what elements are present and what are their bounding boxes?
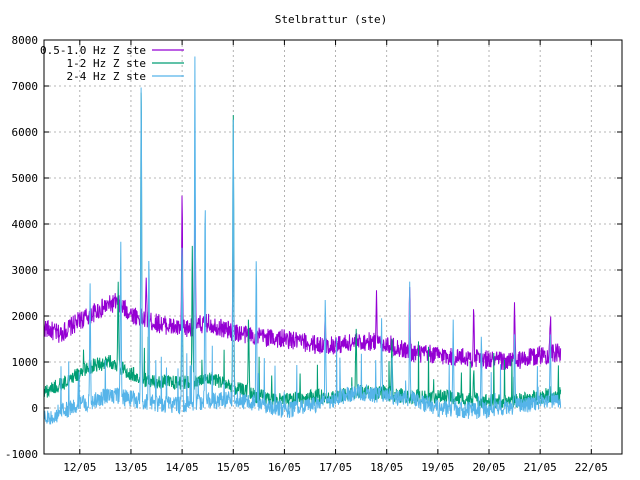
- legend-label: 2-4 Hz Z ste: [67, 70, 146, 83]
- y-tick-label: 2000: [12, 310, 39, 323]
- x-tick-label: 18/05: [370, 461, 403, 474]
- y-tick-label: 0: [31, 402, 38, 415]
- y-axis-ticks: -1000 0 1000 2000 3000 4000 5000 6000 7000 8000: [5, 34, 622, 461]
- series-lines: [43, 56, 562, 425]
- x-tick-label: 21/05: [524, 461, 557, 474]
- y-tick-label: 8000: [12, 34, 39, 47]
- x-tick-label: 13/05: [114, 461, 147, 474]
- legend-label: 0.5-1.0 Hz Z ste: [40, 44, 146, 57]
- series-line-1: [43, 180, 562, 371]
- x-tick-label: 19/05: [421, 461, 454, 474]
- x-tick-label: 16/05: [268, 461, 301, 474]
- x-tick-label: 22/05: [575, 461, 608, 474]
- chart-title: Stelbrattur (ste): [275, 13, 388, 26]
- y-tick-label: 6000: [12, 126, 39, 139]
- y-tick-label: 7000: [12, 80, 39, 93]
- y-tick-label: 3000: [12, 264, 39, 277]
- y-tick-label: 5000: [12, 172, 39, 185]
- series-line-2: [43, 92, 562, 410]
- legend-label: 1-2 Hz Z ste: [67, 57, 146, 70]
- y-tick-label: -1000: [5, 448, 38, 461]
- y-tick-label: 1000: [12, 356, 39, 369]
- series-line-3: [43, 56, 562, 425]
- x-tick-label: 15/05: [217, 461, 250, 474]
- plot-frame: [43, 39, 623, 455]
- y-tick-label: 4000: [12, 218, 39, 231]
- x-tick-label: 12/05: [63, 461, 96, 474]
- x-tick-label: 14/05: [166, 461, 199, 474]
- x-axis-ticks: 12/05 13/05 14/05 15/05 16/05 17/05 18/05 19/05…: [63, 40, 608, 474]
- x-tick-label: 20/05: [472, 461, 505, 474]
- x-tick-label: 17/05: [319, 461, 352, 474]
